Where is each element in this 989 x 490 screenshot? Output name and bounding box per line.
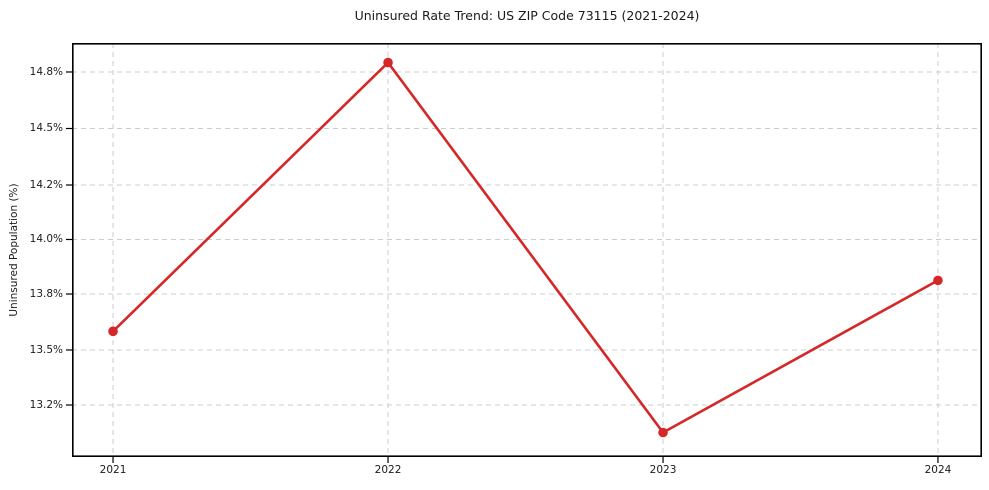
- y-tick-label: 14.0%: [29, 233, 63, 246]
- y-tick-label: 14.8%: [29, 65, 63, 78]
- chart-title: Uninsured Rate Trend: US ZIP Code 73115 …: [354, 8, 700, 23]
- y-tick-label: 13.8%: [29, 288, 63, 300]
- x-tick-label: 2024: [924, 464, 952, 476]
- x-tick-label: 2022: [374, 464, 402, 476]
- axes-spines: [72, 43, 983, 457]
- data-point-2023: [658, 427, 668, 438]
- data-point-2021: [108, 326, 118, 337]
- data-point-2024: [933, 275, 943, 286]
- x-tick-label: 2021: [99, 464, 127, 476]
- x-tick-label: 2023: [649, 464, 677, 476]
- data-point-2022: [383, 57, 393, 68]
- y-tick-label: 14.2%: [29, 179, 63, 191]
- y-tick-label: 14.5%: [29, 122, 63, 135]
- y-tick-label: 13.2%: [29, 399, 63, 411]
- plot-area: [66, 43, 983, 463]
- y-tick-label: 13.5%: [29, 343, 63, 356]
- trend-line: [111, 61, 940, 434]
